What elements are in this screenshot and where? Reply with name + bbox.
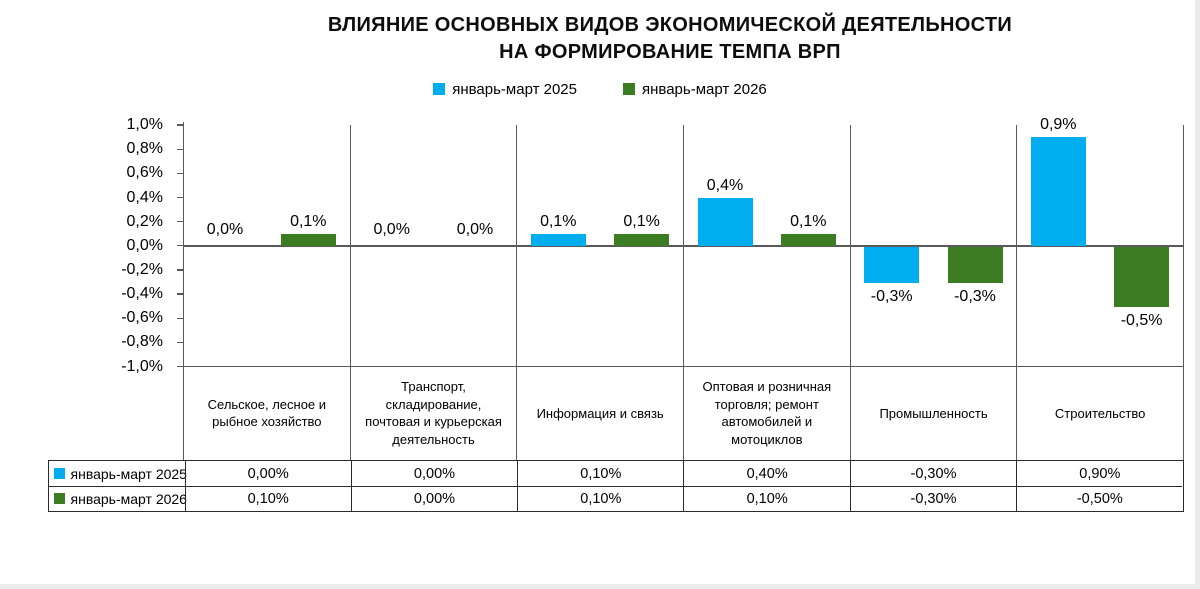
table-series-key-icon	[53, 493, 65, 505]
zero-axis-line	[183, 244, 1184, 247]
y-axis-line	[182, 122, 185, 461]
table-row-header: январь-март 2025	[49, 461, 187, 486]
bar-value-label: -0,5%	[1120, 312, 1163, 330]
chart-title-line1: ВЛИЯНИЕ ОСНОВНЫХ ВИДОВ ЭКОНОМИЧЕСКОЙ ДЕЯ…	[327, 14, 1013, 36]
table-value-cell: -0,30%	[849, 461, 1016, 486]
bar-2026	[280, 233, 336, 246]
bar-value-label: 0,1%	[623, 212, 660, 230]
bar-2026	[780, 233, 836, 246]
y-axis-tick	[176, 124, 184, 126]
table-value-cell: 0,40%	[683, 461, 849, 486]
table-series-name: январь-март 2026	[70, 490, 187, 507]
y-axis-tick	[176, 172, 184, 174]
category-label-cell: Промышленность	[879, 405, 988, 421]
table-value-cell: 0,10%	[517, 461, 683, 486]
y-axis-tick-label: -0,2%	[121, 261, 163, 278]
category-label-cell: Сельское, лесное и рыбное хозяйство	[207, 396, 327, 430]
table-value-cell: 0,10%	[683, 485, 850, 511]
bar-2026	[614, 233, 670, 246]
bar-value-label: 0,9%	[1040, 116, 1077, 134]
y-axis-tick-label: -0,4%	[121, 285, 163, 303]
bar-value-label: 0,1%	[790, 212, 827, 230]
table-series-name: январь-март 2025	[70, 465, 187, 482]
window-edge-right	[1195, 0, 1200, 589]
bar-2025	[697, 197, 753, 246]
y-axis-tick-label: 0,4%	[126, 188, 163, 206]
y-axis-tick	[176, 365, 184, 368]
y-axis-tick-label: -0,8%	[121, 333, 163, 351]
y-axis-tick-label: 0,2%	[126, 212, 163, 230]
bar-value-label: -0,3%	[954, 288, 996, 305]
category-divider-line	[1016, 125, 1018, 461]
y-axis-tick	[176, 196, 184, 199]
category-divider-line	[349, 125, 351, 461]
y-axis-tick	[176, 269, 184, 271]
table-value-cell: 0,10%	[517, 485, 684, 511]
legend-key-2025-icon	[433, 83, 446, 95]
legend-key-2026-icon	[623, 83, 635, 95]
y-axis-tick-label: -1,0%	[121, 357, 163, 375]
bar-value-label: -0,3%	[870, 288, 913, 305]
plot-bottom-line	[183, 365, 1184, 368]
table-value-cell: 0,00%	[184, 461, 351, 486]
category-divider-line	[516, 125, 518, 461]
legend-item-2026: январь-март 2026	[623, 81, 767, 98]
legend-label-2026: январь-март 2026	[642, 80, 767, 98]
legend-label-2025: январь-март 2025	[452, 80, 577, 98]
y-axis-tick-label: 0,6%	[126, 164, 163, 182]
bar-value-label: 0,1%	[540, 212, 577, 230]
chart-data-table: январь-март 2025 0,00% 0,00% 0,10% 0,40% -0,3…	[47, 460, 1184, 512]
window-edge-bottom	[0, 584, 1200, 589]
category-label-cell: Транспорт, складирование, почтовая и кур…	[365, 379, 502, 447]
y-axis-tick	[176, 341, 184, 344]
y-axis-tick	[176, 293, 184, 295]
category-label-cell: Строительство	[1054, 405, 1146, 421]
bar-value-label: 0,0%	[373, 220, 410, 238]
y-axis-tick-label: 1,0%	[126, 116, 163, 133]
bar-2025	[864, 246, 920, 283]
table-series-key-icon	[53, 468, 65, 480]
table-value-cell: 0,00%	[350, 461, 517, 486]
y-axis-tick	[176, 148, 184, 150]
category-divider-line	[682, 125, 685, 461]
y-axis-tick	[176, 317, 184, 319]
y-axis-tick-label: 0,0%	[126, 236, 163, 254]
table-value-cell: -0,30%	[849, 485, 1017, 511]
bar-value-label: 0,0%	[456, 220, 494, 238]
category-label-cell: Информация и связь	[536, 405, 664, 421]
chart-legend: январь-март 2025 январь-март 2026	[0, 80, 1200, 98]
bar-2026	[1114, 246, 1170, 308]
table-value-cell: 0,00%	[350, 485, 518, 511]
bar-value-label: 0,0%	[206, 220, 244, 238]
bar-value-label: 0,1%	[290, 212, 327, 230]
bar-value-label: 0,4%	[706, 176, 744, 194]
bar-2025	[1030, 137, 1086, 246]
category-divider-line	[849, 125, 851, 461]
table-value-cell: -0,50%	[1016, 485, 1183, 511]
table-value-cell: 0,10%	[184, 485, 351, 511]
chart-title-line2: НА ФОРМИРОВАНИЕ ТЕМПА ВРП	[499, 41, 841, 63]
table-value-cell: 0,90%	[1016, 461, 1182, 486]
bar-2025	[530, 233, 586, 246]
y-axis-tick-label: -0,6%	[121, 309, 163, 327]
table-row-header: январь-март 2026	[48, 485, 187, 511]
y-axis-tick	[176, 220, 184, 223]
y-axis-tick-label: 0,8%	[126, 140, 163, 158]
chart-title: ВЛИЯНИЕ ОСНОВНЫХ ВИДОВ ЭКОНОМИЧЕСКОЙ ДЕЯ…	[150, 12, 1190, 66]
category-label-cell: Оптовая и розничная торговля; ремонт авт…	[702, 379, 832, 447]
category-divider-line	[1182, 125, 1185, 461]
y-axis-tick	[176, 245, 184, 247]
bar-2026	[947, 246, 1003, 283]
legend-item-2025: январь-март 2025	[433, 81, 577, 98]
